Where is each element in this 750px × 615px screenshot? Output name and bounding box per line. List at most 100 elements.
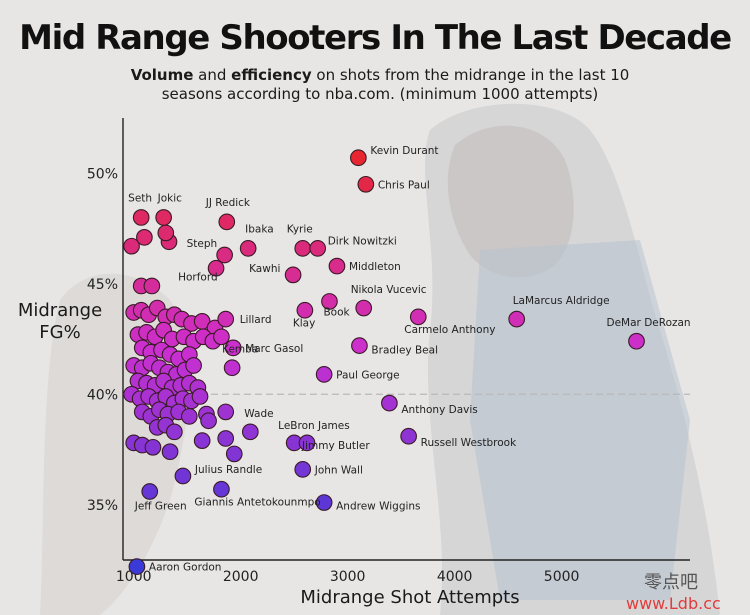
point-label-horford: Horford [178, 271, 218, 283]
point-label-dirk-nowitzki: Dirk Nowitzki [328, 235, 397, 247]
point-label-russell-westbrook: Russell Westbrook [421, 437, 517, 449]
data-point-dirk-nowitzki [309, 240, 327, 257]
data-point-lamarcus-aldridge [508, 310, 526, 328]
data-point-seth [132, 209, 150, 226]
data-point-kevin-durant [350, 149, 367, 167]
x-tick-label: 4000 [437, 569, 473, 585]
watermark-site: www.Ldb.cc [626, 594, 721, 613]
point-label-wade: Wade [244, 408, 273, 420]
y-tick-label: 45% [87, 277, 118, 293]
subtitle-efficiency: efficiency [231, 66, 312, 84]
point-label-carmelo-anthony: Carmelo Anthony [404, 324, 495, 336]
point-label-jeff-green: Jeff Green [134, 500, 187, 512]
point-label-kyrie: Kyrie [287, 223, 313, 235]
point-label-giannis-antetokounmpo: Giannis Antetokounmpo [194, 496, 320, 508]
point-label-steph: Steph [187, 238, 218, 250]
y-tick-label: 40% [87, 387, 118, 403]
data-point-wade [241, 423, 259, 441]
data-point-paul-george [315, 366, 333, 383]
data-point [123, 237, 140, 255]
point-label-middleton: Middleton [349, 261, 401, 273]
data-point-carmelo-anthony [409, 308, 427, 326]
point-label-lebron-james: LeBron James [278, 420, 350, 432]
point-label-paul-george: Paul George [336, 369, 399, 381]
data-point [161, 443, 179, 461]
data-point-kemba [223, 359, 241, 377]
data-point-ibaka [239, 240, 257, 257]
point-label-book: Book [323, 306, 350, 318]
x-tick-label: 1000 [116, 569, 152, 585]
data-point-aaron-gordon [128, 558, 146, 575]
point-labels: Kevin Durant Chris Paul Seth Jokic JJ Redick… [128, 145, 690, 574]
watermark-characters: 零点吧 [644, 572, 698, 593]
data-point-demar-derozan [628, 332, 645, 350]
data-point-john-wall [294, 461, 312, 478]
point-label-lillard: Lillard [240, 314, 272, 326]
subtitle-volume: Volume [130, 66, 194, 84]
data-point-marc-gasol [224, 339, 242, 357]
data-point-book [321, 293, 338, 310]
data-point-andrew-wiggins [315, 494, 333, 511]
point-label-demar-derozan: DeMar DeRozan [607, 317, 691, 329]
data-point-bradley-beal [351, 337, 368, 354]
data-point [193, 432, 211, 450]
point-label-john-wall: John Wall [314, 464, 363, 476]
point-label-kevin-durant: Kevin Durant [370, 145, 438, 157]
point-label-marc-gasol: Marc Gasol [245, 343, 303, 355]
point-label-anthony-davis: Anthony Davis [401, 404, 477, 416]
point-label-klay: Klay [293, 317, 315, 329]
point-label-ibaka: Ibaka [245, 223, 274, 235]
y-tick-label: 35% [87, 498, 118, 514]
x-axis-label: Midrange Shot Attempts [300, 587, 520, 608]
subtitle-and: and [193, 66, 232, 84]
x-tick-label: 2000 [223, 569, 259, 585]
data-point-russell-westbrook [400, 427, 417, 445]
data-point-lillard [217, 310, 235, 328]
point-label-jj-redick: JJ Redick [205, 197, 251, 209]
data-point-nikola-vucevic [355, 299, 373, 317]
point-label-chris-paul: Chris Paul [378, 179, 430, 191]
data-point-horford [207, 259, 225, 277]
chart-title: Mid Range Shooters In The Last Decade [19, 18, 732, 58]
data-point [213, 328, 230, 346]
data-point-chris-paul [357, 175, 375, 193]
labeled-points [128, 149, 645, 575]
point-label-bradley-beal: Bradley Beal [371, 345, 438, 357]
point-label-jimmy-butler: Jimmy Butler [301, 440, 370, 452]
data-point-steph [216, 246, 233, 264]
y-axis-label: Midrange FG% [17, 300, 103, 343]
data-point [180, 408, 198, 425]
data-point [143, 277, 161, 295]
x-tick-label: 5000 [544, 569, 580, 585]
point-label-nikola-vucevic: Nikola Vucevic [351, 284, 427, 296]
data-point-giannis-antetokounmpo [213, 480, 230, 498]
data-point [157, 224, 175, 242]
point-label-lamarcus-aldridge: LaMarcus Aldridge [513, 295, 610, 307]
data-point [185, 357, 202, 374]
data-point [166, 423, 183, 441]
data-point [217, 430, 235, 447]
axes: 35% 40% 45% 50% 1000 2000 3000 4000 5000 [87, 118, 690, 585]
data-point [200, 412, 217, 430]
data-point-middleton [328, 257, 346, 275]
data-point-julius-randle [174, 467, 192, 485]
point-label-jokic: Jokic [157, 192, 183, 204]
data-point-klay [296, 301, 314, 319]
point-label-julius-randle: Julius Randle [194, 464, 262, 476]
chart-subtitle: Volume and efficiency on shots from the … [100, 66, 660, 104]
y-tick-label: 50% [87, 166, 118, 182]
data-point [191, 388, 209, 405]
data-point-jokic [155, 209, 173, 226]
point-label-seth: Seth [128, 192, 152, 204]
data-point-jj-redick [218, 213, 236, 231]
data-point-anthony-davis [381, 394, 398, 412]
subtitle-rest: on shots from the midrange in the last 1… [161, 66, 630, 103]
x-tick-label: 3000 [330, 569, 366, 585]
point-label-kemba: Kemba [222, 344, 258, 356]
point-label-andrew-wiggins: Andrew Wiggins [336, 501, 420, 513]
data-point [225, 445, 243, 463]
point-label-aaron-gordon: Aaron Gordon [149, 562, 222, 574]
point-label-kawhi: Kawhi [249, 263, 280, 275]
